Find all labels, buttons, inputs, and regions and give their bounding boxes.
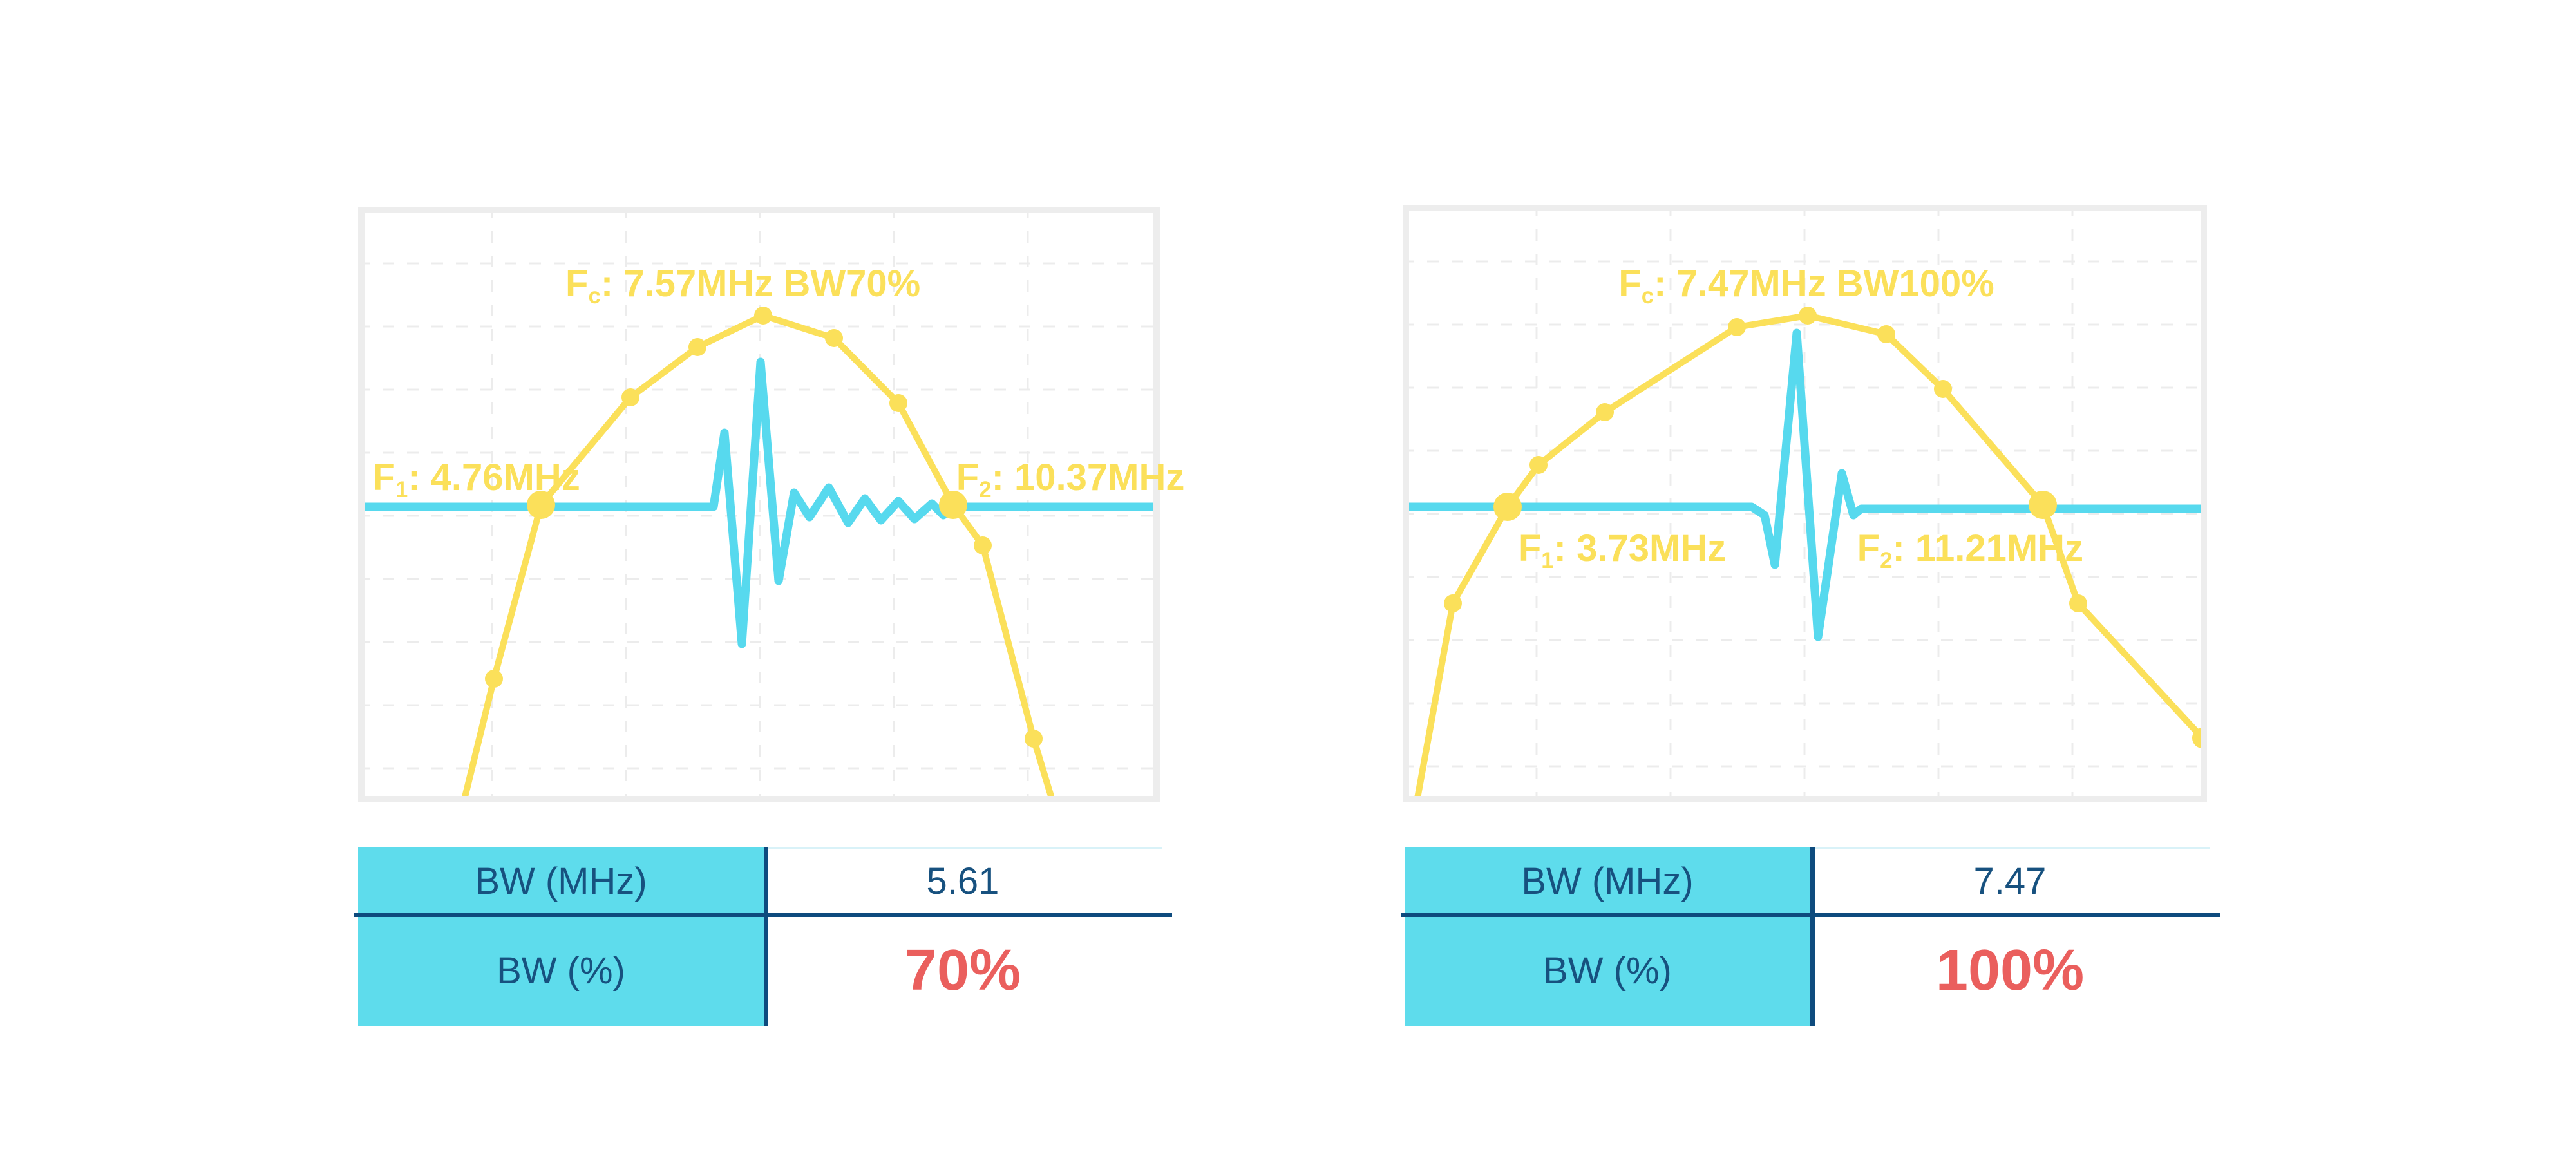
left-f1-annotation: F1: 4.76MHz (372, 456, 580, 502)
left-chart-panel: Fc: 7.57MHz BW70% F1: 4.76MHz F2: 10.37M… (358, 207, 1184, 802)
table-column-divider (764, 847, 768, 1026)
spectrum-marker-dot (754, 307, 772, 325)
spectrum-marker-dot (1530, 456, 1548, 474)
left-bw-table: BW (MHz) 5.61 BW (%) 70% (354, 847, 1172, 1026)
right-chart-svg (1403, 205, 2207, 802)
spectrum-curve-line (1413, 312, 2206, 802)
left-chart-svg (358, 207, 1160, 802)
table-row-separator (354, 913, 1172, 917)
spectrum-marker-dot (1799, 307, 1817, 325)
spectrum-marker-dot (485, 670, 503, 688)
spectrum-marker-dot (939, 491, 967, 519)
table-row-separator (1401, 913, 2220, 917)
right-chart-panel: Fc: 7.47MHz BW100% F1: 3.73MHz F2: 11.21… (1403, 205, 2207, 802)
right-f1-annotation: F1: 3.73MHz (1518, 527, 1727, 574)
spectrum-marker-dot (1596, 403, 1614, 421)
spectrum-marker-dot (1025, 730, 1043, 748)
bw-mhz-value: 7.47 (1810, 847, 2210, 915)
bw-pct-value: 70% (764, 915, 1162, 1026)
right-f2-annotation: F2: 11.21MHz (1857, 527, 2084, 574)
bw-pct-label: BW (%) (358, 915, 764, 1026)
bw-pct-label: BW (%) (1405, 915, 1810, 1026)
spectrum-marker-dot (825, 329, 843, 347)
spectrum-marker-dot (2069, 594, 2087, 612)
bw-mhz-value: 5.61 (764, 847, 1162, 915)
table-top-hairline (768, 847, 1162, 849)
spectrum-marker-dot (974, 536, 992, 554)
table-row: BW (%) 100% (1405, 915, 2210, 1026)
spectrum-marker-dot (527, 491, 555, 519)
spectrum-marker-dot (621, 388, 639, 406)
bw-mhz-label: BW (MHz) (1405, 847, 1810, 915)
panel-border (1403, 205, 2207, 802)
spectrum-marker-dot (2029, 491, 2057, 519)
bw-mhz-label: BW (MHz) (358, 847, 764, 915)
spectrum-marker-dot (1493, 493, 1522, 521)
pulse-waveform-line (1403, 328, 2207, 641)
spectrum-marker-dot (1934, 380, 1952, 398)
left-fc-annotation: Fc: 7.57MHz BW70% (565, 262, 921, 309)
table-row: BW (MHz) 7.47 (1405, 847, 2210, 915)
panel-border (358, 207, 1160, 802)
table-column-divider (1810, 847, 1815, 1026)
spectrum-marker-dot (688, 338, 706, 356)
left-f2-annotation: F2: 10.37MHz (956, 456, 1185, 502)
table-row: BW (%) 70% (358, 915, 1162, 1026)
spectrum-marker-dot (1877, 325, 1895, 343)
table-top-hairline (1815, 847, 2210, 849)
right-bw-table: BW (MHz) 7.47 BW (%) 100% (1401, 847, 2220, 1026)
spectrum-curve-line (460, 312, 1057, 802)
spectrum-marker-dot (889, 394, 907, 412)
table-row: BW (MHz) 5.61 (358, 847, 1162, 915)
spectrum-marker-dot (1444, 594, 1462, 612)
pulse-waveform-line (358, 357, 1160, 648)
right-fc-annotation: Fc: 7.47MHz BW100% (1618, 263, 1994, 309)
bw-pct-value: 100% (1810, 915, 2210, 1026)
spectrum-marker-dot (1728, 318, 1746, 336)
